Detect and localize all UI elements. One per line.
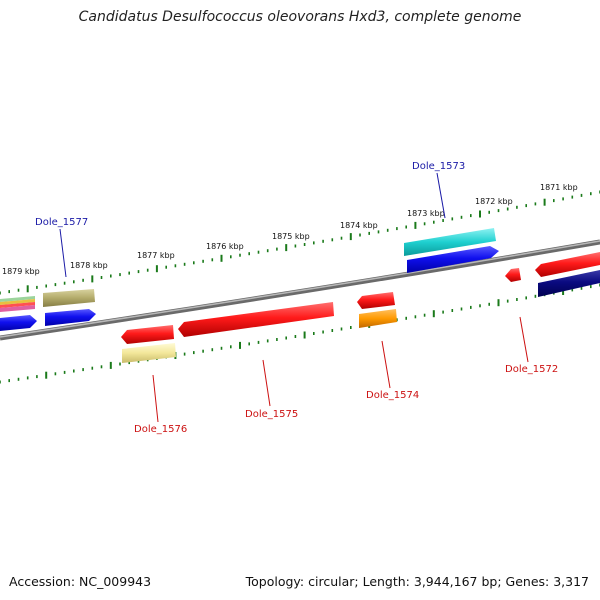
gene-right-forward[interactable] (538, 270, 600, 297)
gene-dole-1576[interactable] (121, 325, 176, 363)
gene-label-dole-1577[interactable]: Dole_1577 (35, 217, 88, 228)
gene-dole-1575[interactable] (178, 302, 334, 337)
inner-scale-ticks (0, 283, 600, 384)
gene-label-dole-1576[interactable]: Dole_1576 (134, 424, 187, 435)
leader-dole-1576 (152, 374, 159, 423)
gene-dole-1573[interactable] (404, 228, 499, 273)
scale-label-1874: 1874 kbp (340, 221, 378, 230)
gene-dole-1577[interactable] (43, 289, 96, 326)
scale-label-1878: 1878 kbp (70, 261, 108, 270)
leader-dole-1575 (262, 359, 271, 407)
leader-dole-1577 (59, 228, 67, 278)
scale-label-1879: 1879 kbp (2, 267, 40, 276)
scale-label-1875: 1875 kbp (272, 232, 310, 241)
leader-dole-1574 (381, 340, 391, 389)
page-title: Candidatus Desulfococcus oleovorans Hxd3… (78, 9, 522, 25)
genome-backbone-highlight (0, 240, 600, 338)
scale-label-1877: 1877 kbp (137, 251, 175, 260)
leader-dole-1573 (436, 172, 446, 219)
leader-dole-1572 (519, 316, 529, 363)
gene-label-dole-1573[interactable]: Dole_1573 (412, 161, 465, 172)
scale-label-1872: 1872 kbp (475, 197, 513, 206)
outer-scale-ticks (0, 190, 600, 295)
scale-label-1873: 1873 kbp (407, 209, 445, 218)
genome-summary-text: Topology: circular; Length: 3,944,167 bp… (245, 574, 589, 589)
gene-forward-stack-left[interactable] (0, 296, 37, 331)
genome-backbone (0, 239, 600, 341)
scale-label-1876: 1876 kbp (206, 242, 244, 251)
gene-label-dole-1575[interactable]: Dole_1575 (245, 409, 298, 420)
gene-dole-1574[interactable] (357, 292, 397, 328)
gene-dole-1572[interactable] (505, 252, 600, 282)
gene-label-dole-1574[interactable]: Dole_1574 (366, 390, 419, 401)
accession-text: Accession: NC_009943 (9, 574, 152, 589)
gene-label-dole-1572[interactable]: Dole_1572 (505, 364, 558, 375)
scale-label-1871: 1871 kbp (540, 183, 578, 192)
